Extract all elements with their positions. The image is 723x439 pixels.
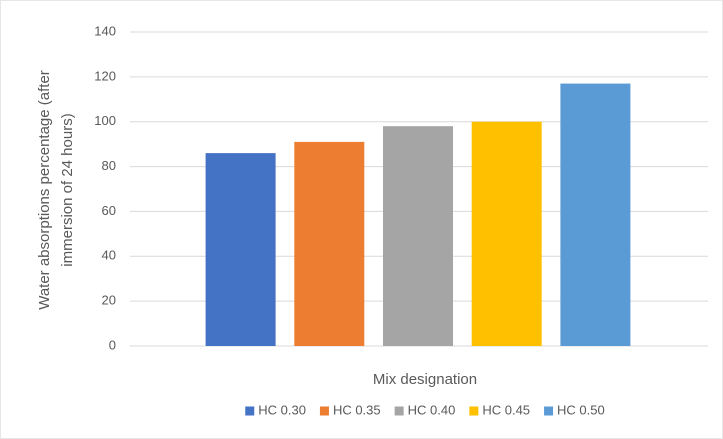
y-tick-label: 100 — [94, 113, 116, 128]
y-axis-title: immersion of 24 hours) — [59, 113, 76, 266]
bar — [205, 153, 276, 346]
legend-label: HC 0.50 — [557, 402, 605, 417]
bar — [383, 126, 453, 346]
y-tick-label: 80 — [102, 158, 116, 173]
legend-label: HC 0.35 — [333, 402, 381, 417]
y-tick-label: 40 — [102, 248, 116, 263]
y-tick-label: 60 — [102, 203, 116, 218]
bar — [471, 121, 542, 346]
bar — [294, 141, 365, 346]
legend-label: HC 0.40 — [408, 402, 456, 417]
legend-label: HC 0.45 — [482, 402, 530, 417]
legend-swatch — [319, 406, 329, 416]
y-tick-label: 120 — [94, 68, 116, 83]
x-axis-title: Mix designation — [373, 371, 477, 388]
legend-swatch — [469, 406, 479, 416]
y-axis-title: Water absorptions percentage (after — [36, 70, 53, 310]
bar — [560, 83, 631, 346]
y-tick-label: 20 — [102, 293, 116, 308]
legend-label: HC 0.30 — [258, 402, 306, 417]
legend-swatch — [245, 406, 255, 416]
legend-swatch — [544, 406, 554, 416]
y-tick-label: 140 — [94, 23, 116, 38]
legend-swatch — [394, 406, 404, 416]
y-tick-label: 0 — [109, 337, 116, 352]
